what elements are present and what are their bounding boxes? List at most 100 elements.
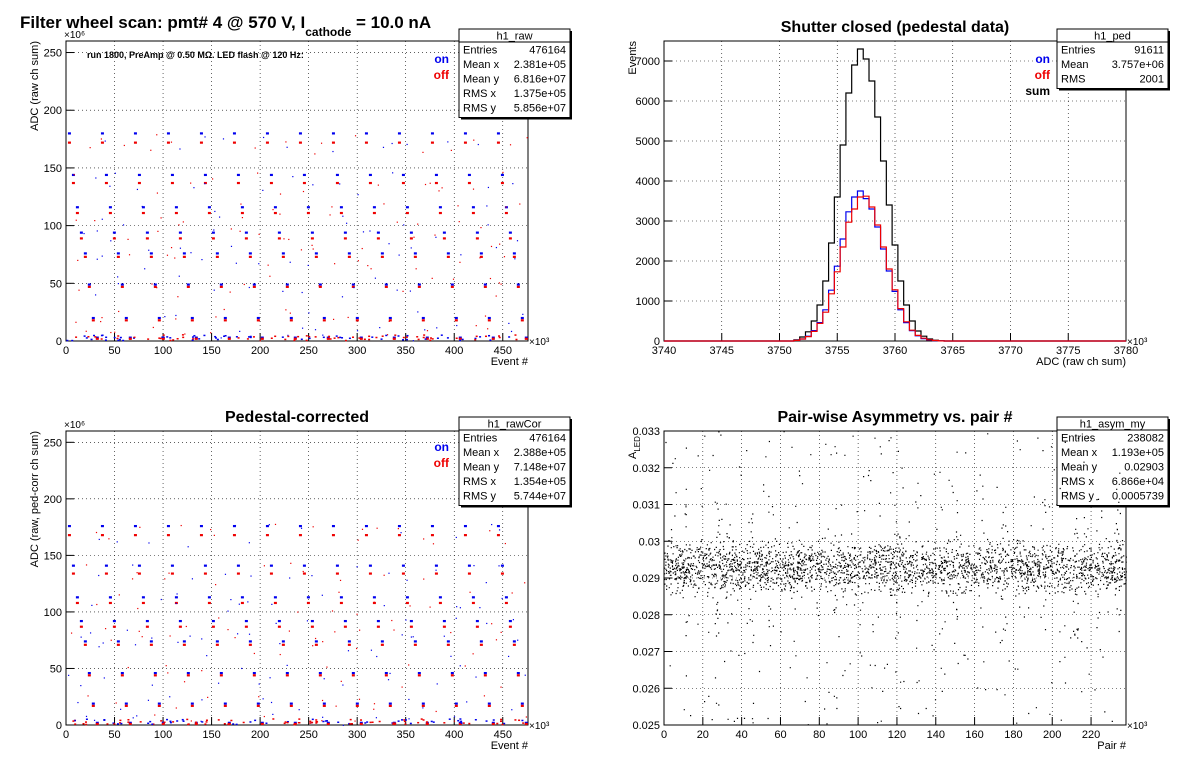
data-point-off: [67, 534, 71, 537]
data-point-scatter: [123, 144, 125, 147]
data-point-scatter: [167, 672, 169, 674]
stats-label: RMS x: [463, 476, 497, 488]
data-point-scatter: [170, 246, 173, 249]
page-title-tail: = 10.0 nA: [351, 13, 431, 32]
x-exponent: ×10³: [529, 337, 550, 348]
data-point-off: [372, 211, 376, 215]
data-point-off: [207, 211, 211, 215]
data-point-on: [463, 132, 467, 135]
data-point-scatter: [389, 672, 391, 675]
data-point-off: [322, 704, 326, 707]
data-point-on: [285, 283, 289, 286]
data-point-on: [318, 283, 322, 286]
data-point-scatter: [420, 718, 423, 720]
data-point-scatter: [401, 719, 404, 721]
data-point-scatter: [434, 564, 437, 566]
chart-title: Shutter closed (pedestal data): [781, 19, 1010, 36]
data-point-scatter: [252, 336, 255, 338]
data-point-scatter: [75, 336, 78, 338]
data-point-scatter: [80, 685, 82, 687]
data-point-scatter: [169, 721, 172, 724]
data-point-off: [153, 285, 157, 288]
data-point-on: [79, 231, 83, 234]
data-point-off: [91, 319, 95, 322]
data-point-scatter: [486, 205, 488, 207]
stats-title: h1_rawCor: [488, 419, 542, 431]
x-tick-label: 3765: [941, 345, 965, 357]
data-point-scatter: [453, 716, 456, 718]
data-point-scatter: [141, 205, 143, 208]
data-point-scatter: [500, 631, 502, 633]
data-point-scatter: [105, 336, 108, 339]
y-tick-label: 0.032: [632, 463, 660, 475]
data-point-on: [413, 640, 417, 643]
stats-value: 2001: [1140, 74, 1164, 86]
data-point-scatter: [222, 138, 225, 140]
data-point-scatter: [148, 542, 150, 544]
data-point-scatter: [311, 244, 313, 246]
data-point-scatter: [204, 183, 206, 185]
data-point-scatter: [450, 149, 452, 152]
data-point-off: [372, 601, 376, 605]
data-point-scatter: [115, 702, 117, 704]
data-point-scatter: [175, 314, 177, 317]
data-point-scatter: [354, 720, 356, 722]
data-point-scatter: [332, 318, 335, 320]
data-point-off: [331, 141, 335, 144]
data-point-scatter: [448, 718, 451, 720]
plot-frame: [65, 430, 529, 726]
data-point-scatter: [408, 718, 410, 720]
data-point-scatter: [331, 206, 333, 208]
data-point-on: [190, 702, 194, 705]
data-point-on: [438, 596, 442, 599]
x-tick-label: 100: [154, 345, 172, 357]
y-tick-label: 0: [654, 336, 660, 348]
data-point-off: [318, 285, 322, 288]
data-point-off: [137, 181, 141, 185]
data-point-scatter: [484, 335, 487, 338]
data-point-on: [149, 640, 153, 643]
data-point-scatter: [362, 231, 365, 233]
chart-ped: 3740 3745 3750 3755 3760 3765 3770 3775 3780 0 100…: [627, 19, 1170, 368]
data-point-on: [376, 231, 380, 234]
data-point-on: [380, 252, 384, 255]
data-point-scatter: [376, 527, 378, 529]
x-tick-label: 0: [63, 345, 69, 357]
data-point-on: [467, 173, 471, 177]
data-point-off: [203, 572, 207, 575]
data-point-off: [211, 625, 215, 628]
data-point-scatter: [247, 601, 249, 603]
data-point-on: [153, 671, 157, 675]
data-point-off: [508, 625, 512, 628]
y-tick-label: 0.027: [632, 647, 660, 659]
data-point-on: [199, 524, 203, 528]
data-point-scatter: [349, 718, 352, 721]
data-point-on: [71, 564, 75, 567]
data-point-off: [277, 237, 281, 240]
data-point-scatter: [429, 339, 432, 342]
data-point-scatter: [321, 594, 323, 596]
data-point-scatter: [503, 722, 506, 725]
x-tick-label: 3745: [710, 345, 734, 357]
data-point-off: [516, 285, 520, 288]
data-point-on: [248, 640, 252, 643]
x-exponent: ×10³: [529, 721, 550, 732]
data-point-on: [388, 316, 392, 320]
data-point-scatter: [187, 723, 190, 725]
data-point-scatter: [460, 720, 463, 723]
data-point-off: [339, 211, 343, 215]
data-point-scatter: [220, 337, 222, 339]
data-point-off: [83, 255, 87, 258]
data-point-scatter: [508, 336, 511, 338]
data-point-on: [256, 316, 260, 320]
y-tick-label: 4000: [636, 176, 660, 188]
data-point-scatter: [100, 338, 103, 340]
data-point-scatter: [90, 338, 93, 341]
data-point-scatter: [293, 339, 296, 342]
data-point-scatter: [169, 339, 172, 342]
data-point-scatter: [477, 143, 479, 146]
data-point-scatter: [322, 334, 324, 336]
data-point-scatter: [486, 622, 488, 625]
data-point-scatter: [223, 722, 226, 725]
data-point-on: [170, 173, 174, 177]
